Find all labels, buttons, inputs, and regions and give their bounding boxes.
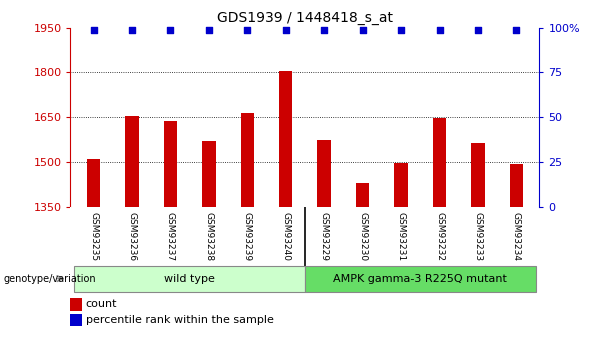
Point (319, 28, 329, 33)
Text: GSM93240: GSM93240 (281, 212, 290, 261)
Text: GSM93230: GSM93230 (358, 212, 367, 261)
Point (127, 28, 137, 33)
Text: AMPK gamma-3 R225Q mutant: AMPK gamma-3 R225Q mutant (333, 274, 507, 284)
Text: GSM93231: GSM93231 (397, 212, 406, 261)
Text: GSM93239: GSM93239 (243, 212, 252, 261)
Bar (74, 266, 305, 292)
Point (396, 28, 406, 33)
Point (166, 28, 175, 33)
Bar (318, 140, 331, 207)
Bar (356, 183, 370, 207)
Point (281, 28, 291, 33)
Point (358, 28, 368, 33)
Text: percentile rank within the sample: percentile rank within the sample (86, 315, 273, 325)
Bar (394, 163, 408, 207)
Bar (87, 159, 101, 207)
Point (89, 28, 99, 33)
Bar (240, 113, 254, 207)
Bar (433, 118, 446, 207)
Bar (305, 266, 536, 292)
Text: GSM93234: GSM93234 (512, 212, 521, 261)
Text: GSM93233: GSM93233 (473, 212, 482, 261)
Text: GSM93235: GSM93235 (89, 212, 98, 261)
Title: GDS1939 / 1448418_s_at: GDS1939 / 1448418_s_at (217, 11, 393, 25)
Text: GSM93236: GSM93236 (128, 212, 137, 261)
Text: GSM93237: GSM93237 (166, 212, 175, 261)
Bar (164, 121, 177, 207)
Bar (471, 143, 485, 207)
Bar (125, 116, 139, 207)
Text: GSM93229: GSM93229 (320, 212, 329, 261)
Point (473, 28, 483, 33)
Bar (202, 141, 216, 207)
Bar (279, 71, 292, 207)
Text: wild type: wild type (164, 274, 215, 284)
Text: count: count (86, 299, 117, 309)
Bar (509, 164, 523, 207)
Point (435, 28, 444, 33)
Text: GSM93232: GSM93232 (435, 212, 444, 261)
Point (204, 28, 214, 33)
Text: genotype/variation: genotype/variation (3, 274, 96, 284)
Text: GSM93238: GSM93238 (204, 212, 213, 261)
Point (242, 28, 252, 33)
Point (511, 28, 521, 33)
